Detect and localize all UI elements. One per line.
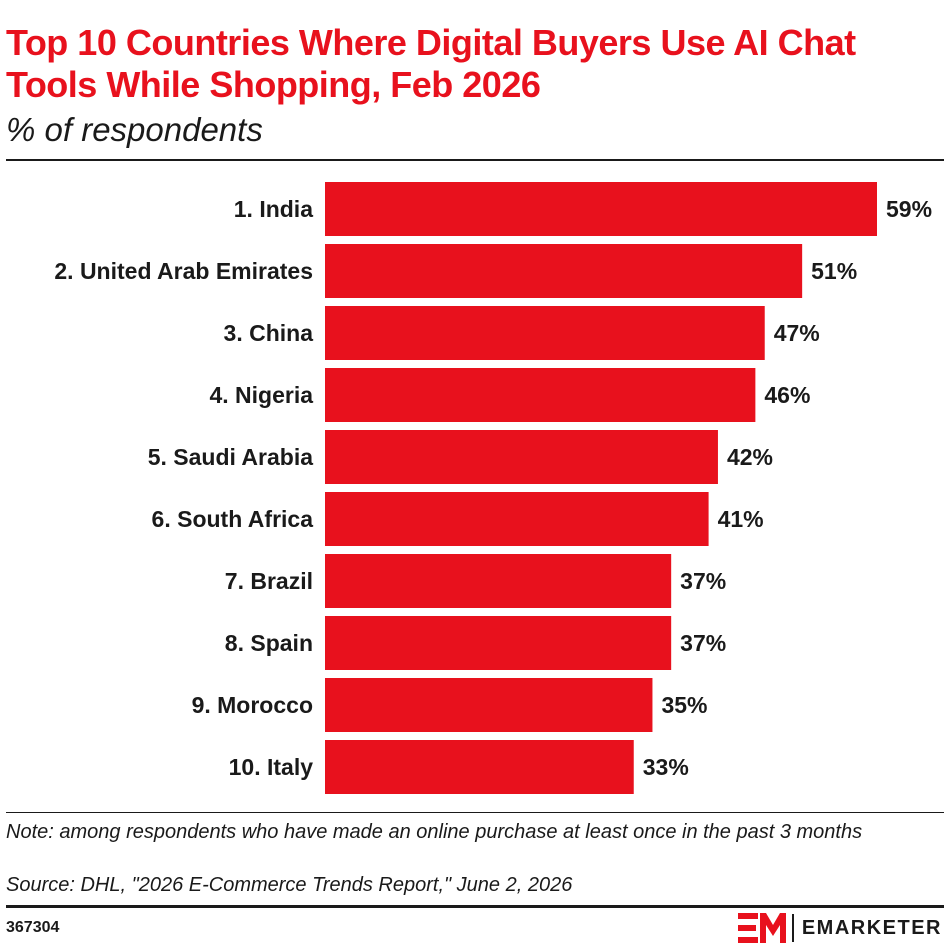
bar [325,368,756,422]
chart-source: Source: DHL, "2026 E-Commerce Trends Rep… [6,874,573,896]
category-label: 1. India [234,196,313,222]
bar [325,182,877,236]
value-label: 59% [886,196,932,222]
value-label: 37% [680,630,726,656]
value-label: 47% [774,320,820,346]
bar [325,678,653,732]
category-label: 3. China [224,320,314,346]
brand-wordmark: EMARKETER [801,916,942,939]
category-label: 7. Brazil [225,568,313,594]
category-label: 10. Italy [229,754,314,780]
category-label: 2. United Arab Emirates [54,258,313,284]
category-label: 9. Morocco [192,692,313,718]
value-label: 41% [718,506,764,532]
bar-chart: 1. India 59% 2. United Arab Emirates 51% 3. … [54,182,932,794]
bottom-divider [6,905,944,908]
bar [325,616,672,670]
brand-logo[interactable]: EMARKETER [737,912,942,944]
chart-title: Top 10 Countries Where Digital Buyers Us… [6,22,856,105]
category-label: 4. Nigeria [209,382,313,408]
category-label: 8. Spain [225,630,313,656]
chart-id: 367304 [6,919,60,936]
bar [325,492,709,546]
bar [325,306,765,360]
bar [325,554,672,608]
value-label: 33% [643,754,689,780]
bar [325,244,803,298]
value-label: 51% [811,258,857,284]
category-label: 5. Saudi Arabia [148,444,314,470]
value-label: 42% [727,444,773,470]
em-logo-icon [737,913,786,943]
logo-separator [791,914,794,942]
value-label: 37% [680,568,726,594]
chart-subtitle: % of respondents [6,111,263,148]
top-divider [6,159,944,161]
category-label: 6. South Africa [152,506,314,532]
value-label: 35% [661,692,707,718]
footer-divider [6,812,944,813]
value-label: 46% [764,382,810,408]
bar [325,430,718,484]
chart-note: Note: among respondents who have made an… [6,821,863,843]
bar [325,740,634,794]
